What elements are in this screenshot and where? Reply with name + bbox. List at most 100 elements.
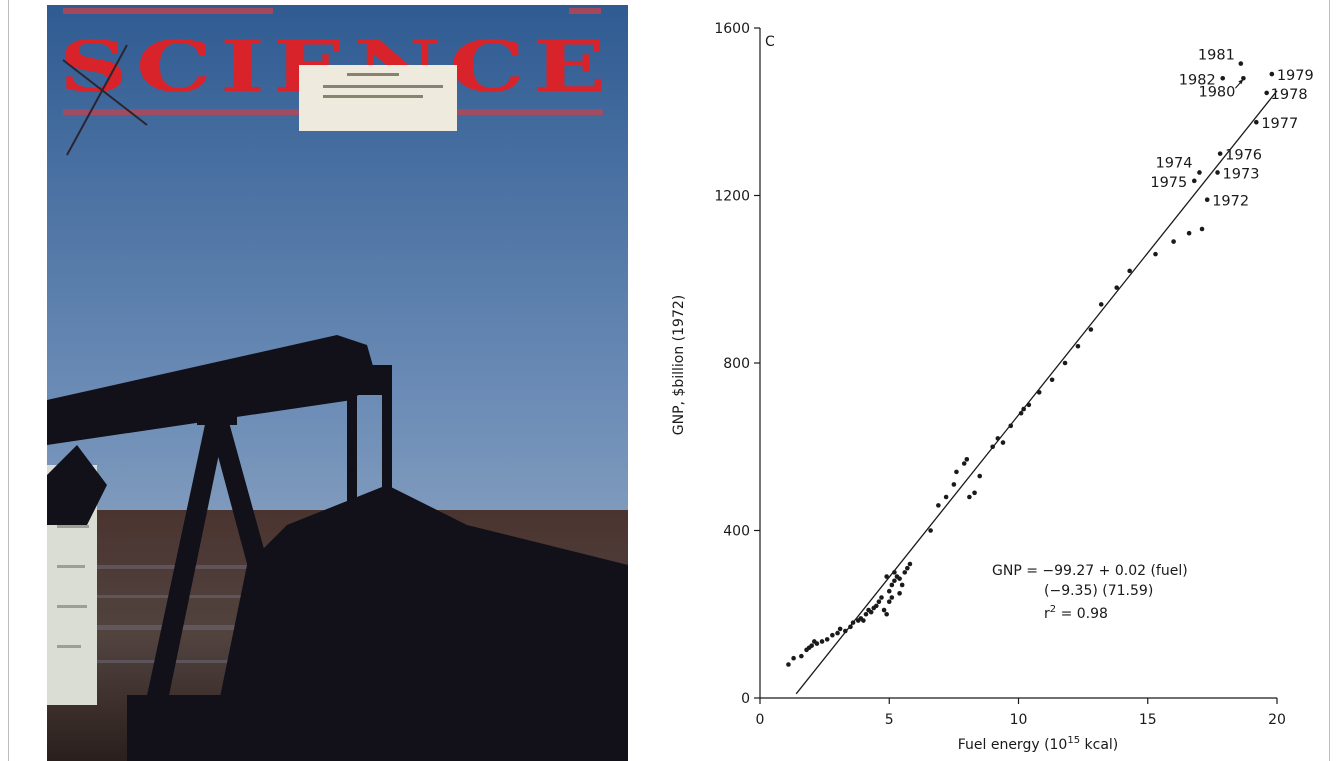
y-axis-title: GNP, $billion (1972) — [671, 295, 687, 435]
year-label-1978: 1978 — [1271, 87, 1308, 103]
data-point — [907, 561, 913, 567]
data-point — [843, 628, 848, 634]
year-point-1978 — [1264, 90, 1269, 96]
data-point — [943, 494, 949, 500]
cover-dateline — [63, 8, 273, 14]
data-point — [961, 461, 967, 466]
equation-line-3: r2 = 0.98 — [1044, 604, 1108, 622]
year-label-1973: 1973 — [1223, 166, 1260, 182]
data-point — [951, 482, 957, 487]
data-point — [868, 609, 874, 615]
data-point — [1036, 390, 1042, 395]
equation-line-1: GNP = −99.27 + 0.02 (fuel) — [992, 563, 1188, 579]
year-point-1973 — [1215, 170, 1220, 175]
data-point — [1026, 402, 1032, 408]
year-label-1980: 1980 — [1198, 84, 1235, 100]
cover-illustration: SCIENCE — [47, 5, 628, 761]
data-point — [1021, 406, 1026, 412]
axes — [759, 28, 1277, 699]
data-point — [1062, 360, 1068, 366]
year-point-1974 — [1197, 170, 1202, 175]
x-axis-title-main: Fuel energy (10 — [958, 737, 1068, 753]
y-tick-label: 1200 — [714, 189, 750, 205]
year-point-1979 — [1269, 71, 1275, 77]
data-point — [850, 620, 856, 625]
year-label-1975: 1975 — [1150, 175, 1187, 191]
data-point — [892, 578, 897, 584]
labeled-year-points: 1972 1973 1974 1975 1976 1977 1978 1979 1980 1981… — [1150, 48, 1313, 210]
x-axis-title: Fuel energy (1015 kcal) — [958, 735, 1119, 753]
data-point — [899, 582, 905, 588]
data-point — [905, 565, 910, 571]
data-point — [799, 653, 804, 659]
left-border — [8, 0, 9, 761]
year-label-1972: 1972 — [1212, 194, 1249, 210]
y-tick-label: 0 — [741, 691, 750, 707]
data-point — [809, 643, 814, 648]
year-label-1979: 1979 — [1277, 68, 1314, 84]
data-point — [1199, 226, 1205, 232]
equation-line-2: (−9.35) (71.59) — [1044, 583, 1153, 599]
data-point — [881, 607, 887, 613]
data-point — [876, 599, 882, 604]
data-point — [837, 626, 843, 632]
x-axis-title-unit: kcal) — [1080, 737, 1118, 753]
data-point — [1153, 251, 1158, 257]
x-tick-label: 5 — [885, 712, 894, 728]
x-axis-ticks: 0 5 10 15 20 — [756, 698, 1286, 728]
y-axis-ticks: 0 400 800 1200 1600 — [714, 21, 760, 707]
data-point — [928, 528, 933, 533]
year-1980-arrowhead — [1238, 79, 1244, 85]
year-label-1974: 1974 — [1156, 155, 1193, 171]
data-point — [1098, 302, 1104, 307]
year-point-1976 — [1217, 151, 1223, 156]
year-label-1977: 1977 — [1261, 116, 1298, 132]
panel-label: C — [765, 34, 775, 50]
right-border — [1329, 0, 1330, 761]
data-point — [902, 570, 908, 575]
year-label-1982: 1982 — [1179, 72, 1216, 88]
data-point — [1075, 343, 1081, 349]
data-point — [995, 436, 1001, 441]
year-label-1976: 1976 — [1225, 148, 1262, 164]
pumpjack-silhouette-icon — [47, 335, 628, 761]
data-point — [977, 473, 983, 479]
y-tick-label: 800 — [723, 356, 750, 372]
data-point — [861, 618, 866, 623]
data-point — [848, 624, 853, 630]
data-point — [1114, 285, 1120, 290]
equation-r-symbol: r — [1044, 606, 1050, 622]
data-point — [879, 595, 884, 600]
cross-mark-icon — [62, 44, 148, 156]
data-point — [814, 641, 820, 646]
data-point — [886, 588, 892, 594]
year-point-1972 — [1204, 197, 1210, 202]
year-point-1980 — [1241, 75, 1246, 81]
regression-line — [795, 90, 1278, 695]
equation-r-exponent: 2 — [1050, 604, 1056, 615]
data-points — [786, 226, 1205, 667]
data-point — [892, 570, 897, 575]
data-point — [972, 490, 977, 496]
year-point-1981 — [1238, 61, 1244, 66]
data-point — [1018, 410, 1024, 416]
equation-r-value: = 0.98 — [1056, 606, 1108, 622]
x-tick-label: 15 — [1139, 712, 1157, 728]
data-point — [936, 503, 941, 508]
gnp-fuel-chart: 0 5 10 15 20 0 400 800 1200 1600 1972 1973 1974 197… — [640, 0, 1330, 761]
data-point — [819, 639, 825, 644]
data-point — [889, 595, 895, 600]
data-point — [1186, 230, 1192, 236]
data-point — [786, 662, 791, 667]
data-point — [897, 576, 902, 581]
year-point-1975 — [1191, 178, 1197, 184]
data-point — [990, 444, 995, 450]
data-point — [964, 457, 970, 462]
data-point — [874, 603, 879, 609]
mailing-label-lines — [323, 73, 443, 98]
x-tick-label: 20 — [1268, 712, 1286, 728]
x-tick-label: 0 — [756, 712, 765, 728]
data-point — [884, 611, 889, 617]
